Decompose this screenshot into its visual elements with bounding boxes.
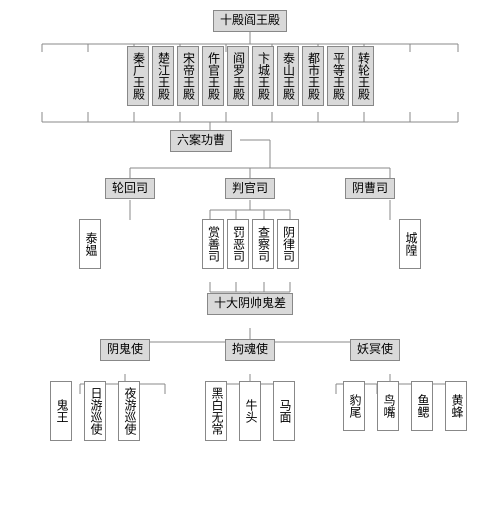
hall-node: 楚江王殿	[152, 46, 174, 106]
hall-node: 平等王殿	[327, 46, 349, 106]
envoy-right-child: 鱼鳃	[411, 381, 433, 431]
ghost-hub-node: 十大阴帅鬼差	[207, 293, 293, 315]
hall-node: 仵官王殿	[202, 46, 224, 106]
envoy-center-child: 黑白无常	[205, 381, 227, 441]
bureau-center-child: 阴律司	[277, 219, 299, 269]
hall-node: 都市王殿	[302, 46, 324, 106]
bureau-left-node: 轮回司	[105, 178, 155, 200]
row-root: 十殿阎王殿	[10, 10, 490, 32]
bureau-right-node: 阴曹司	[345, 178, 395, 200]
envoy-right-node: 妖冥使	[350, 339, 400, 361]
row-envoy-children: 鬼王 日游巡使 夜游巡使 黑白无常 牛头 马面 豹尾 鸟嘴 鱼鳃 黄蜂	[10, 381, 490, 441]
row-officer-hub: 六案功曹	[10, 130, 490, 152]
envoy-center-child: 马面	[273, 381, 295, 441]
row-bureau-children: 泰媪 赏善司 罚恶司 查察司 阴律司 城隍	[10, 219, 490, 269]
hall-node: 宋帝王殿	[177, 46, 199, 106]
row-envoys: 阴鬼使 拘魂使 妖冥使	[10, 339, 490, 361]
bureau-center-child: 查察司	[252, 219, 274, 269]
envoy-right-child: 豹尾	[343, 381, 365, 431]
envoy-right-child: 鸟嘴	[377, 381, 399, 431]
envoy-left-node: 阴鬼使	[100, 339, 150, 361]
bureau-center-child: 罚恶司	[227, 219, 249, 269]
bureau-left-child: 泰媪	[79, 219, 101, 269]
bureau-right-child: 城隍	[399, 219, 421, 269]
root-node: 十殿阎王殿	[213, 10, 287, 32]
envoy-left-child: 日游巡使	[84, 381, 106, 441]
hall-node: 转轮王殿	[352, 46, 374, 106]
row-bureaus: 轮回司 判官司 阴曹司	[10, 178, 490, 200]
envoy-center-child: 牛头	[239, 381, 261, 441]
hall-node: 阎罗王殿	[227, 46, 249, 106]
bureau-center-node: 判官司	[225, 178, 275, 200]
hall-node: 卞城王殿	[252, 46, 274, 106]
bureau-center-child: 赏善司	[202, 219, 224, 269]
officer-hub-node: 六案功曹	[170, 130, 232, 152]
envoy-center-node: 拘魂使	[225, 339, 275, 361]
envoy-left-child: 夜游巡使	[118, 381, 140, 441]
hall-node: 秦广王殿	[127, 46, 149, 106]
envoy-left-child: 鬼王	[50, 381, 72, 441]
org-tree: 十殿阎王殿 秦广王殿 楚江王殿 宋帝王殿 仵官王殿 阎罗王殿 卞城王殿 泰山王殿…	[10, 10, 490, 441]
row-ghost-hub: 十大阴帅鬼差	[10, 293, 490, 315]
envoy-right-child: 黄蜂	[445, 381, 467, 431]
row-halls: 秦广王殿 楚江王殿 宋帝王殿 仵官王殿 阎罗王殿 卞城王殿 泰山王殿 都市王殿 …	[10, 46, 490, 106]
hall-node: 泰山王殿	[277, 46, 299, 106]
